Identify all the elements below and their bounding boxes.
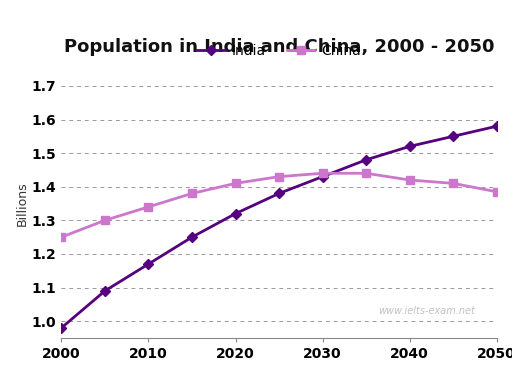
China [58,235,65,240]
India [189,235,195,240]
India [145,262,152,266]
China [319,171,326,175]
India [58,326,65,330]
China [232,181,239,186]
China [145,205,152,209]
India [232,211,239,216]
Line: China: China [57,169,501,241]
India [407,144,413,149]
Y-axis label: Billions: Billions [15,181,28,226]
Line: India: India [58,123,500,331]
Title: Population in India and China, 2000 - 2050: Population in India and China, 2000 - 20… [64,38,494,56]
India [450,134,456,139]
India [494,124,500,129]
China [189,191,195,196]
China [494,189,500,194]
China [276,174,282,179]
Legend: India, China: India, China [197,44,361,58]
China [450,181,456,186]
India [363,157,369,162]
India [102,289,108,293]
India [319,174,326,179]
China [102,218,108,223]
China [407,178,413,182]
Text: www.ielts-exam.net: www.ielts-exam.net [378,306,475,316]
China [363,171,369,175]
India [276,191,282,196]
